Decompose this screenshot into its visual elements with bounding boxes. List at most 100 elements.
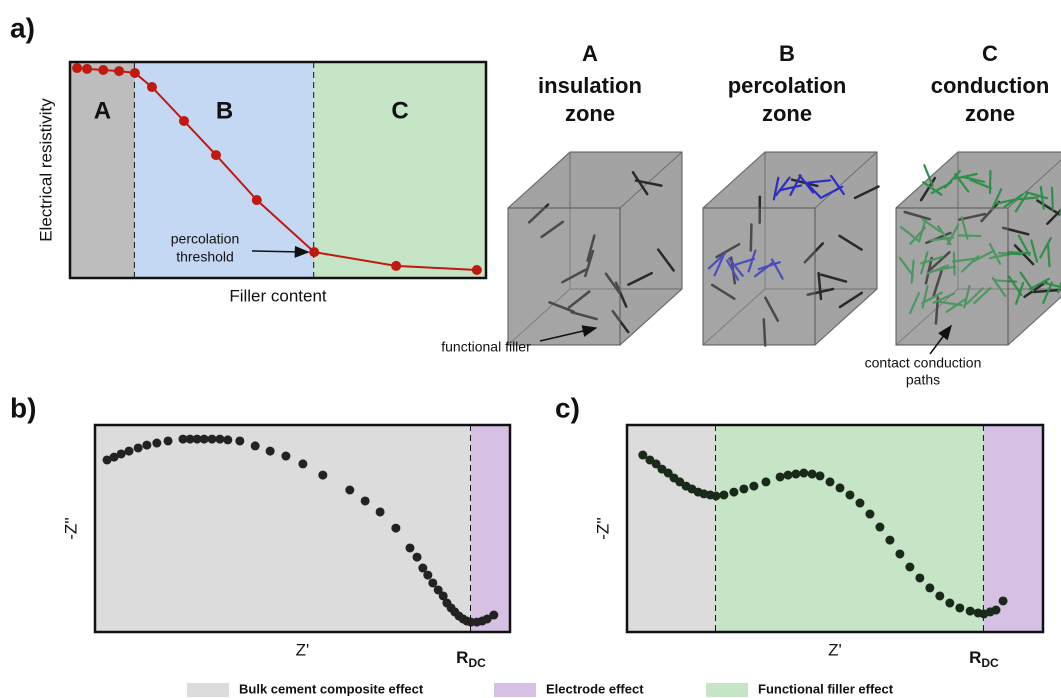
data-point [98, 65, 108, 75]
impedance-point [142, 441, 151, 450]
impedance-point [816, 471, 825, 480]
data-point [72, 63, 82, 73]
x-axis-label: Z' [828, 640, 842, 659]
impedance-point [991, 606, 1000, 615]
cube-diagrams [508, 152, 1061, 345]
impedance-point [345, 485, 354, 494]
data-point [391, 261, 401, 271]
impedance-point [251, 441, 260, 450]
impedance-point [712, 492, 721, 501]
impedance-point [117, 449, 126, 458]
data-point [211, 150, 221, 160]
zone-label: C [391, 97, 408, 124]
x-axis-label: Z' [296, 640, 310, 659]
impedance-point [281, 452, 290, 461]
impedance-point [776, 472, 785, 481]
panel-label: b) [10, 392, 36, 423]
rdc-sub: DC [468, 656, 486, 670]
impedance-point [729, 488, 738, 497]
impedance-point [761, 477, 770, 486]
impedance-point [845, 490, 854, 499]
zone-heading-letter: B [779, 41, 795, 66]
cube-front [508, 208, 620, 345]
impedance-point [152, 439, 161, 448]
impedance-point [905, 563, 914, 572]
rdc-main: R [969, 648, 981, 667]
legend-swatch [187, 683, 229, 697]
impedance-point [405, 543, 414, 552]
impedance-point [235, 436, 244, 445]
impedance-point [318, 471, 327, 480]
impedance-point [945, 599, 954, 608]
impedance-point [999, 596, 1008, 605]
impedance-point [298, 459, 307, 468]
impedance-point [200, 435, 209, 444]
impedance-point [855, 499, 864, 508]
impedance-point [413, 553, 422, 562]
zone-heading: zone [762, 101, 812, 126]
impedance-point [808, 470, 817, 479]
impedance-point [835, 483, 844, 492]
data-point [472, 265, 482, 275]
zone [70, 62, 135, 278]
panel-label: a) [10, 12, 35, 43]
zone-heading: insulation [538, 73, 642, 98]
legend-swatch [706, 683, 748, 697]
rdc-label: RDC [969, 648, 999, 670]
impedance-point [208, 435, 217, 444]
zone-heading-letter: C [982, 41, 998, 66]
filler-stick [1008, 252, 1030, 253]
impedance-point [826, 477, 835, 486]
data-point [309, 247, 319, 257]
impedance-point [361, 496, 370, 505]
y-axis-label: -Z'' [61, 517, 80, 540]
impedance-point [134, 443, 143, 452]
data-point [114, 66, 124, 76]
impedance-point [783, 471, 792, 480]
zone-label: B [216, 97, 233, 124]
legend-swatch [494, 683, 536, 697]
impedance-point [966, 607, 975, 616]
panel-label: c) [555, 392, 580, 423]
impedance-point [749, 482, 758, 491]
impedance-point [223, 435, 232, 444]
impedance-point [125, 447, 134, 456]
impedance-point [423, 571, 432, 580]
impedance-point [215, 435, 224, 444]
zone-heading: zone [965, 101, 1015, 126]
zone-heading: conduction [931, 73, 1050, 98]
legend-label: Bulk cement composite effect [239, 681, 424, 696]
impedance-point [925, 583, 934, 592]
impedance-point [376, 507, 385, 516]
callout-label: paths [906, 372, 940, 388]
impedance-point [489, 611, 498, 620]
callout-label: functional filler [441, 339, 531, 355]
cube-front [896, 208, 1008, 345]
impedance-point [955, 603, 964, 612]
data-point [147, 82, 157, 92]
impedance-point [739, 484, 748, 493]
zone-heading: zone [565, 101, 615, 126]
zone [984, 425, 1043, 632]
cube-front [703, 208, 815, 345]
x-axis-label: Filler content [229, 286, 327, 305]
impedance-point [935, 591, 944, 600]
impedance-point [266, 447, 275, 456]
impedance-point [719, 490, 728, 499]
impedance-point [865, 510, 874, 519]
data-point [82, 64, 92, 74]
impedance-point [895, 549, 904, 558]
impedance-point [164, 436, 173, 445]
impedance-point [915, 573, 924, 582]
impedance-point [885, 536, 894, 545]
figure: Ainsulation zone Bpercolation zone Cconducti… [0, 0, 1061, 698]
annotation: percolation [171, 231, 240, 247]
data-point [252, 195, 262, 205]
impedance-point [799, 469, 808, 478]
rdc-main: R [456, 648, 468, 667]
rdc-sub: DC [981, 656, 999, 670]
zone-heading-letter: A [582, 41, 598, 66]
y-axis-label: Electrical resistivity [36, 98, 55, 242]
impedance-point [875, 523, 884, 532]
data-point [130, 68, 140, 78]
